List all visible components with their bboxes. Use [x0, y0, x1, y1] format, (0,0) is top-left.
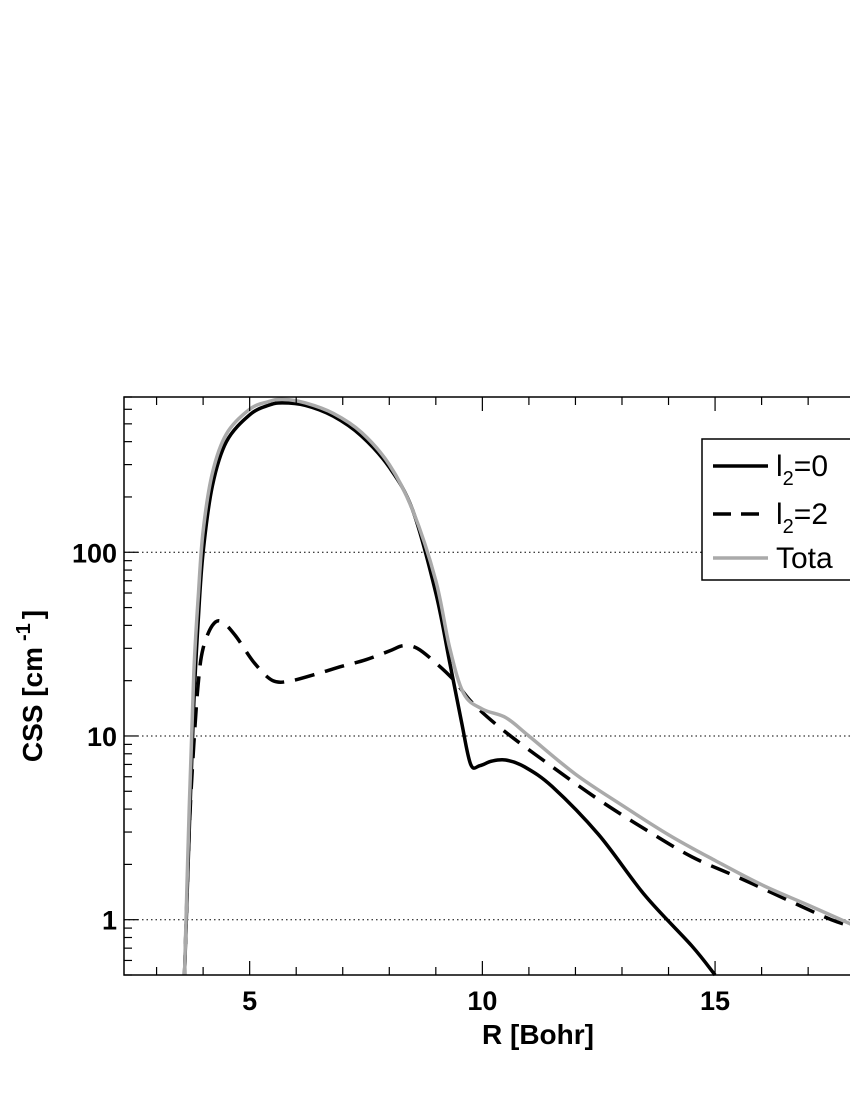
x-axis-title: R [Bohr] — [482, 1019, 594, 1050]
series-line-total — [182, 397, 850, 976]
legend-label-l2-0: l2=0 — [776, 450, 828, 490]
axis-ticks — [124, 396, 809, 976]
x-tick-label: 15 — [700, 986, 730, 1016]
series-lines — [182, 397, 850, 977]
y-tick-label: 100 — [72, 538, 117, 568]
series-line-l2-0 — [182, 401, 717, 977]
plot-frame — [123, 396, 850, 976]
legend: l2=0 l2=2 Tota — [701, 438, 850, 581]
legend-label-l2-2: l2=2 — [776, 498, 828, 538]
x-tick-label: 10 — [467, 986, 497, 1016]
grid-lines — [124, 551, 850, 921]
tick-labels: 1 10 100 5 10 15 — [72, 538, 730, 1016]
legend-label-total: Tota — [776, 542, 833, 575]
x-tick-label: 5 — [242, 986, 257, 1016]
y-tick-label: 10 — [87, 722, 117, 752]
y-axis-title: CSS [cm-1] — [13, 610, 48, 762]
series-line-l2-2 — [182, 618, 850, 976]
y-tick-label: 1 — [102, 906, 117, 936]
